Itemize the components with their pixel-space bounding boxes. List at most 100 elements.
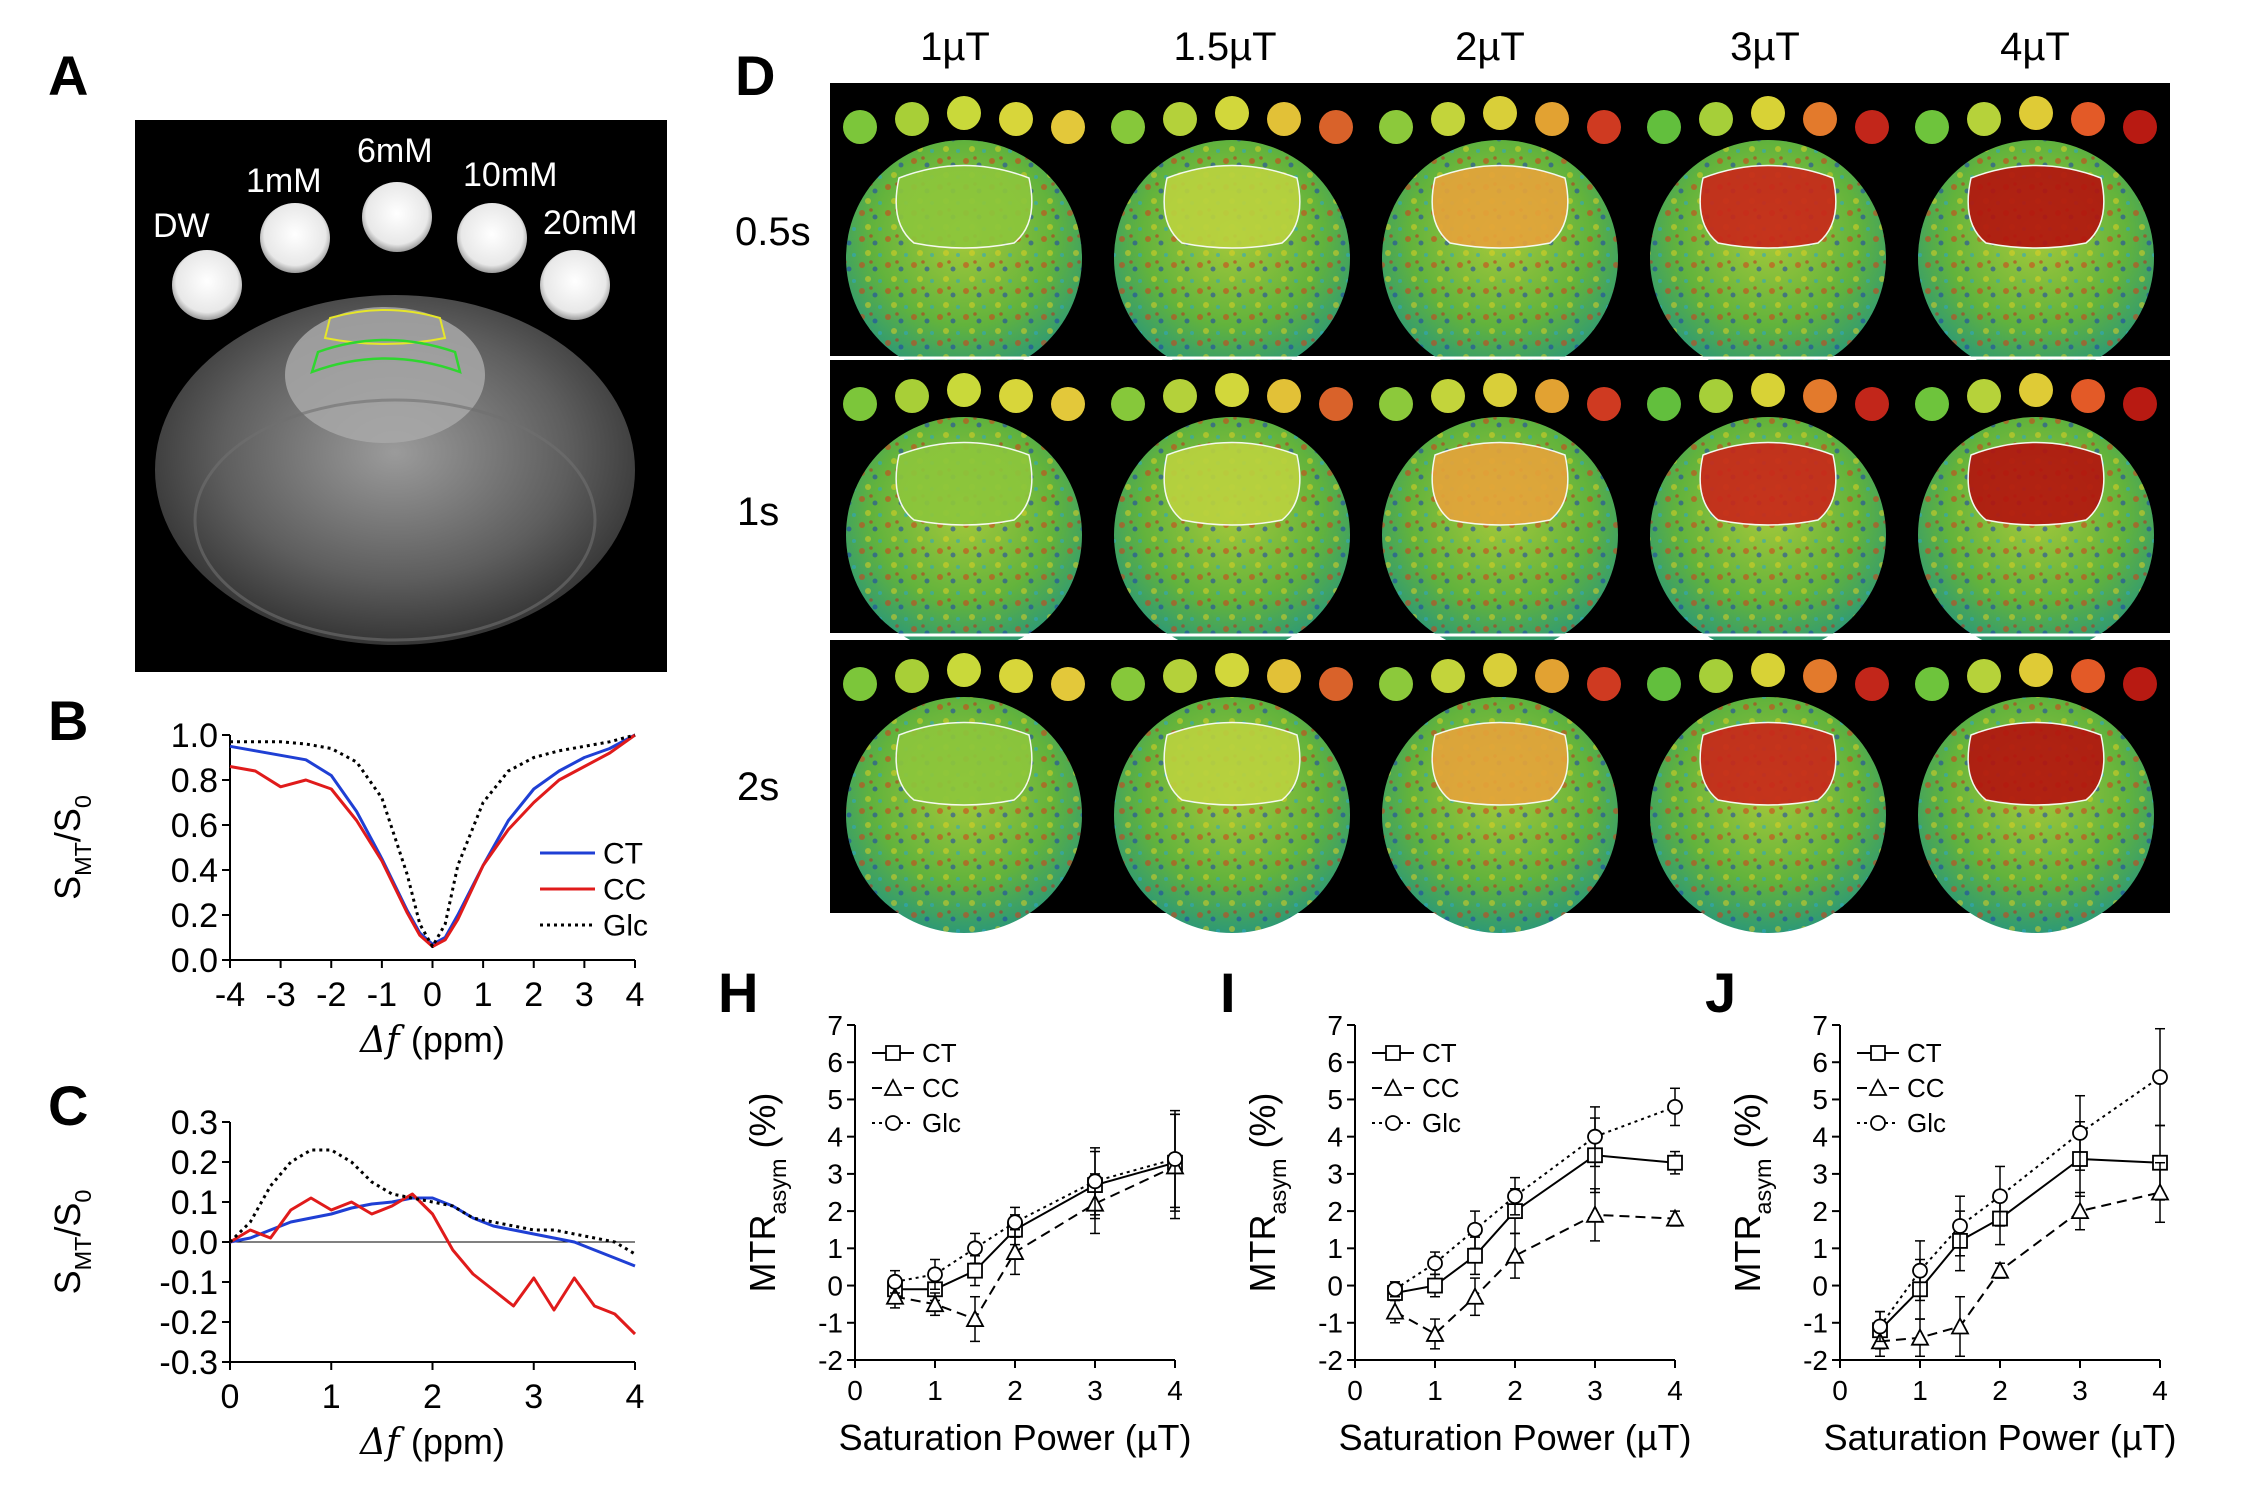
y-tick-label: 1.0 (171, 717, 218, 755)
y-tick-label: 0.2 (171, 897, 218, 935)
brain-roi (1163, 721, 1301, 806)
phantom-map (1915, 387, 1949, 421)
series-line-ct (1879, 1158, 2161, 1331)
y-tick-label: -1 (1803, 1308, 1828, 1339)
y-axis-label: MTRasym (%) (742, 1093, 791, 1293)
x-tick-label: 3 (524, 1378, 543, 1416)
phantom-map (1051, 387, 1085, 421)
cest-map-cell (1111, 96, 1353, 376)
phantom-map (1803, 379, 1837, 413)
data-point-ct (967, 1262, 983, 1279)
data-point-ct (1667, 1154, 1683, 1171)
phantom-map (1319, 110, 1353, 144)
x-tick-label: -1 (367, 976, 397, 1014)
y-tick-label: 4 (1812, 1121, 1828, 1152)
y-tick-label: 2 (827, 1196, 843, 1227)
x-tick-label: 3 (575, 976, 594, 1014)
x-tick-label: 0 (1832, 1375, 1848, 1406)
panel-label-d: D (735, 44, 775, 107)
data-point-glc (927, 1266, 943, 1283)
mouse-head (155, 295, 635, 645)
legend-label-glc: Glc (1422, 1108, 1461, 1138)
series-line-glc (230, 733, 636, 948)
phantom-map (1111, 387, 1145, 421)
legend-marker-cc (1383, 1078, 1403, 1096)
column-label-3ut: 3µT (1730, 25, 1800, 69)
chart-i: -2 -1 0 1 2 3 4 5 6 7 0 1 2 3 4 Saturation Power (µT) MT… (1242, 1010, 1691, 1458)
brain-roi (1431, 164, 1569, 249)
series-line-glc (1879, 1076, 2161, 1328)
legend-marker-glc (885, 1115, 901, 1131)
phantom-dw (172, 250, 242, 320)
phantom-10mm (457, 203, 527, 273)
y-tick-label: 7 (827, 1010, 843, 1041)
phantom-map (1647, 667, 1681, 701)
brain-roi (1699, 721, 1837, 806)
phantom-map (1483, 96, 1517, 130)
x-tick-label: 1 (474, 976, 493, 1014)
chart-j: -2 -1 0 1 2 3 4 5 6 7 0 1 2 3 4 Saturation Power (µT) MT… (1727, 1010, 2176, 1458)
phantom-map (2123, 110, 2157, 144)
x-tick-label: 0 (847, 1375, 863, 1406)
y-tick-label: 3 (1327, 1159, 1343, 1190)
legend-label-ct: CT (1422, 1038, 1457, 1068)
data-point-cc (1505, 1245, 1525, 1264)
brain-roi (1163, 164, 1301, 249)
y-axis-label: MTRasym (%) (1727, 1093, 1776, 1293)
phantom-map (999, 379, 1033, 413)
phantom-map (1431, 379, 1465, 413)
phantom-map (1855, 667, 1889, 701)
phantom-map (1215, 653, 1249, 687)
phantom-map (999, 659, 1033, 693)
panel-a-mri-image: DW 1mM 6mM 10mM 20mM (135, 120, 667, 672)
brain-roi (895, 441, 1033, 526)
phantom-map (1855, 387, 1889, 421)
data-point-glc (1167, 1151, 1183, 1167)
data-point-glc (887, 1273, 903, 1290)
phantom-map (2071, 102, 2105, 136)
phantom-map (1647, 110, 1681, 144)
data-point-cc (885, 1286, 905, 1305)
data-point-cc (1585, 1204, 1605, 1223)
y-tick-label: 1 (1812, 1233, 1828, 1264)
y-tick-label: 0 (1327, 1270, 1343, 1301)
phantom-label-20mm: 20mM (543, 204, 637, 242)
x-axis-label: Saturation Power (µT) (839, 1417, 1192, 1458)
data-point-cc (2070, 1201, 2090, 1220)
data-point-cc (1465, 1286, 1485, 1305)
data-point-glc (1087, 1173, 1103, 1190)
data-point-glc (1587, 1128, 1603, 1145)
cest-map-cell (1647, 653, 1889, 933)
phantom-map (1215, 373, 1249, 407)
legend-label-glc: Glc (922, 1108, 961, 1138)
legend-label-cc: CC (922, 1073, 960, 1103)
legend-label-glc: Glc (603, 910, 648, 943)
y-tick-label: 0.1 (171, 1184, 218, 1222)
x-tick-label: 3 (1087, 1375, 1103, 1406)
y-tick-label: 5 (1327, 1084, 1343, 1115)
phantom-map (1967, 379, 2001, 413)
cest-map-cell (843, 373, 1085, 653)
phantom-map (1163, 659, 1197, 693)
phantom-map (1431, 659, 1465, 693)
y-tick-label: -2 (1803, 1345, 1828, 1376)
brain-roi (895, 721, 1033, 806)
data-point-cc (1425, 1324, 1445, 1342)
cest-map-cell (1379, 653, 1621, 933)
cest-map-cell (1111, 653, 1353, 933)
phantom-map (1699, 102, 1733, 136)
phantom-map (1431, 102, 1465, 136)
row-label-2s: 2s (737, 765, 779, 809)
series-line-glc (1394, 1105, 1676, 1291)
y-tick-label: -0.1 (159, 1264, 218, 1302)
x-tick-label: 1 (1912, 1375, 1928, 1406)
phantom-map (895, 379, 929, 413)
phantom-map (1699, 659, 1733, 693)
phantom-map (1967, 659, 2001, 693)
y-tick-label: 4 (827, 1121, 843, 1152)
brain-roi (1431, 721, 1569, 806)
phantom-map (1379, 110, 1413, 144)
phantom-map (1051, 667, 1085, 701)
x-tick-label: 4 (626, 976, 645, 1014)
x-axis-label: Δf (ppm) (358, 1421, 505, 1463)
